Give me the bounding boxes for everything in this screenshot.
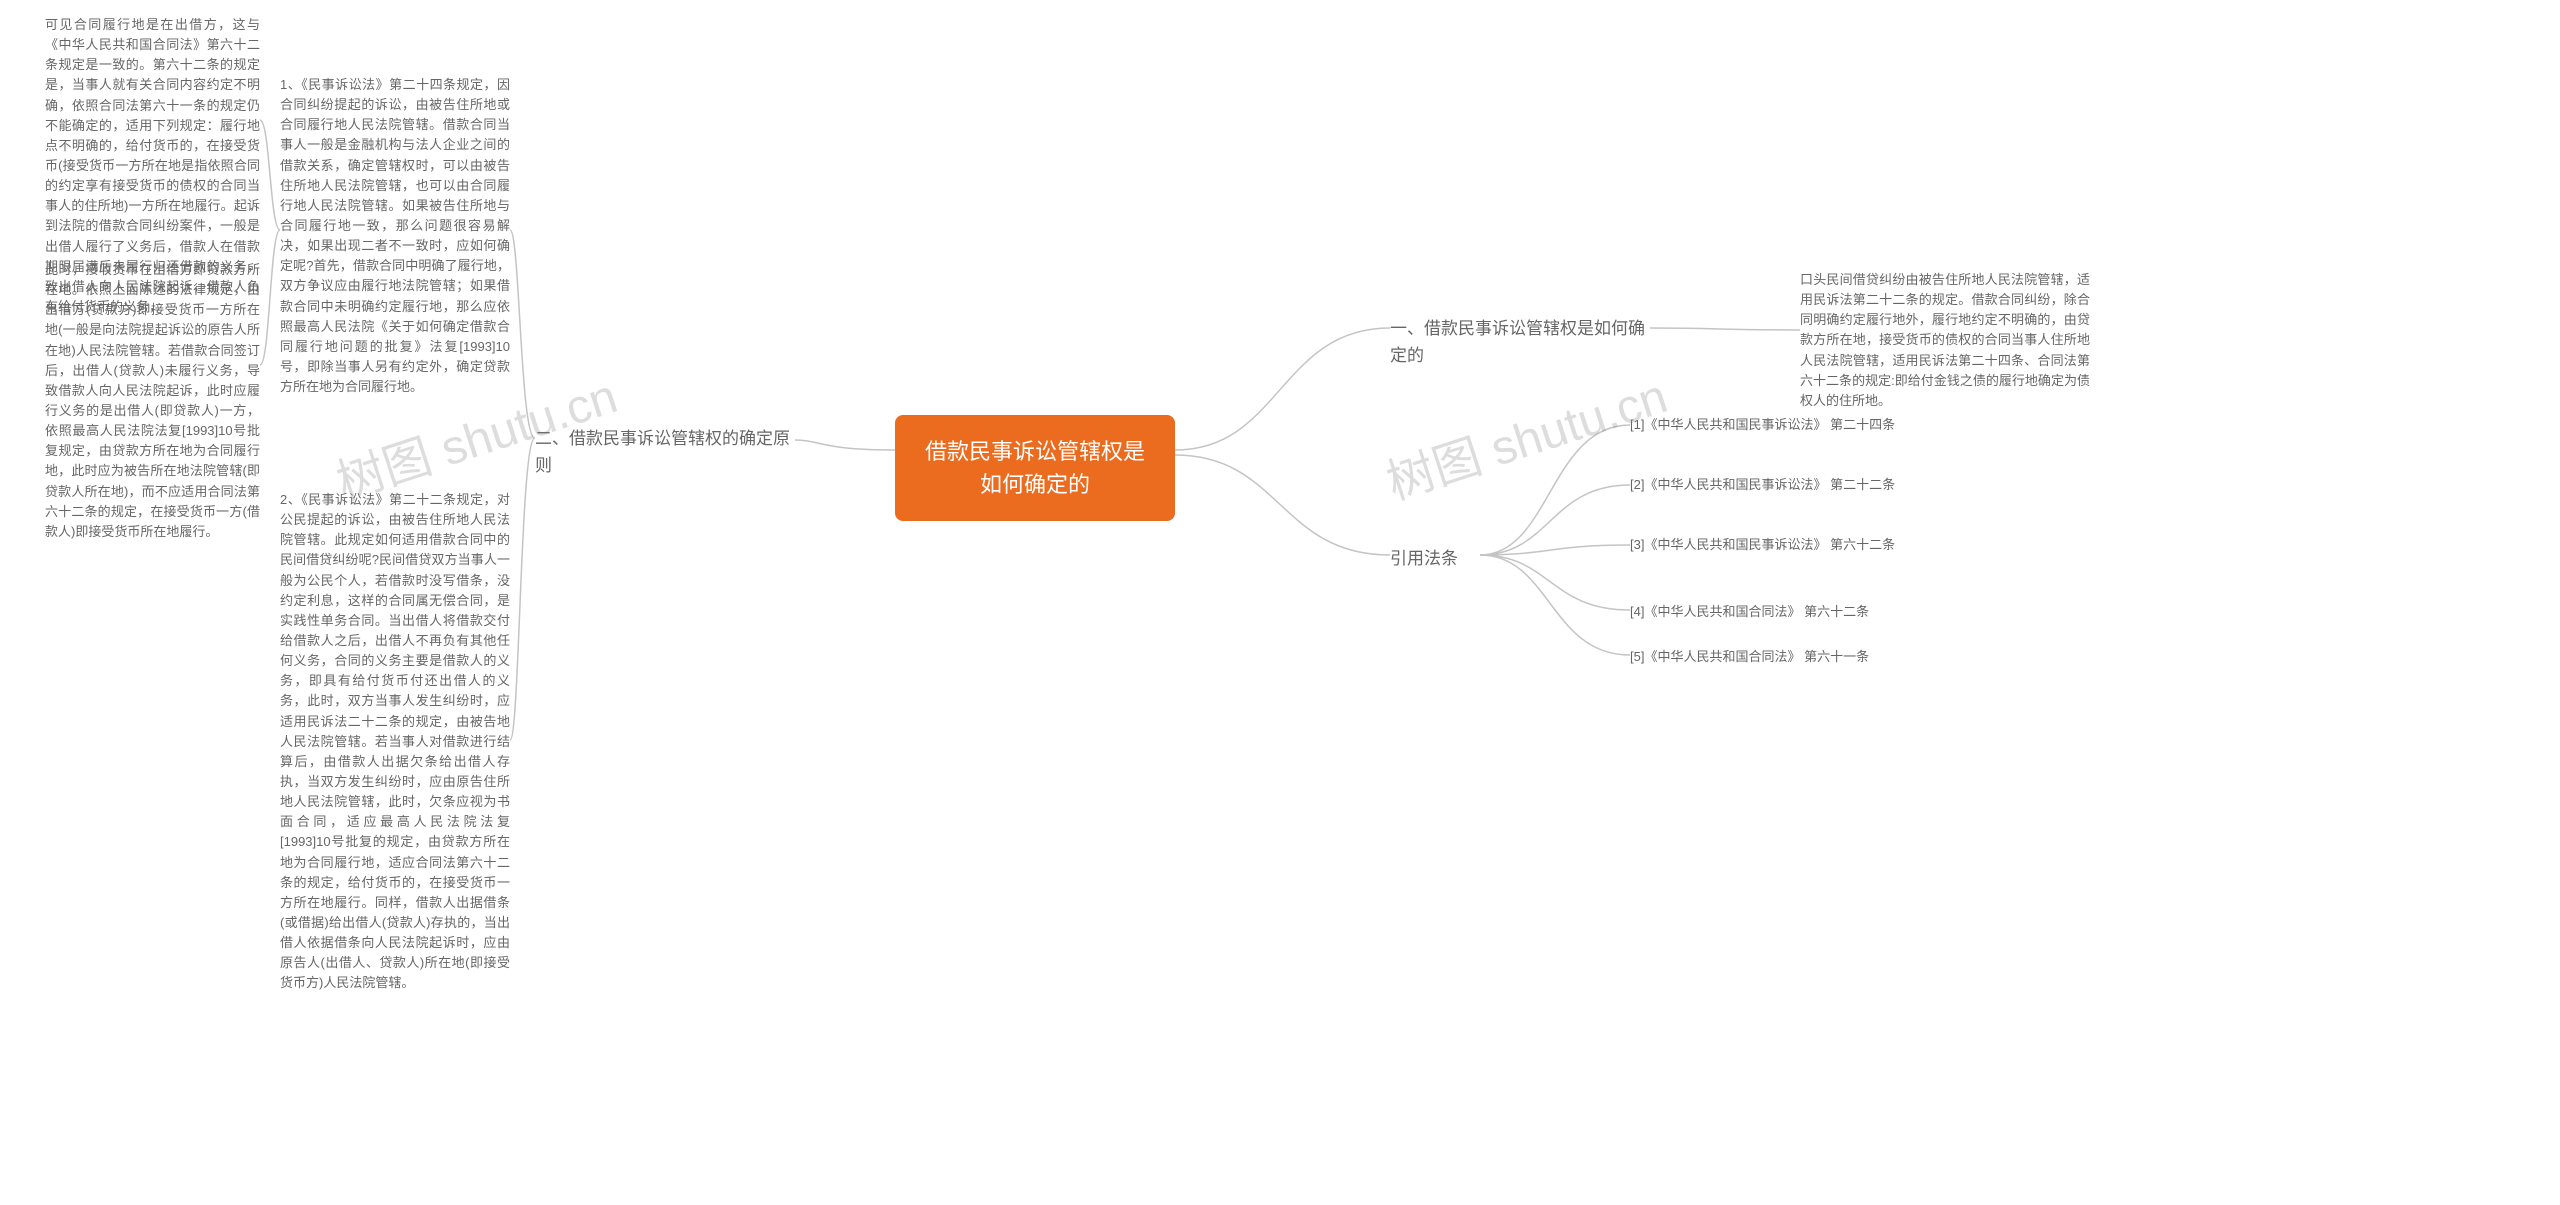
right-branch-2-leaf-5: [5]《中华人民共和国合同法》 第六十一条 bbox=[1630, 647, 1910, 667]
left-child-1-sub-2: 此时，接收货币在出借方即贷款方所在地。依照上面陈述的法律规定，由出借方(贷款方)… bbox=[45, 260, 260, 542]
right-branch-2-leaf-4: [4]《中华人民共和国合同法》 第六十二条 bbox=[1630, 602, 1910, 622]
left-branch-1-label: 二、借款民事诉讼管辖权的确定原则 bbox=[535, 425, 795, 479]
right-branch-1-label: 一、借款民事诉讼管辖权是如何确定的 bbox=[1390, 315, 1650, 369]
right-branch-2-leaf-2: [2]《中华人民共和国民事诉讼法》 第二十二条 bbox=[1630, 475, 1910, 495]
central-node: 借款民事诉讼管辖权是如何确定的 bbox=[895, 415, 1175, 521]
right-branch-1-leaf-1: 口头民间借贷纠纷由被告住所地人民法院管辖，适用民诉法第二十二条的规定。借款合同纠… bbox=[1800, 270, 2090, 411]
left-child-1: 1、《民事诉讼法》第二十四条规定，因合同纠纷提起的诉讼，由被告住所地或合同履行地… bbox=[280, 75, 510, 397]
right-branch-2-label: 引用法条 bbox=[1390, 545, 1480, 572]
left-child-2: 2、《民事诉讼法》第二十二条规定，对公民提起的诉讼，由被告住所地人民法院管辖。此… bbox=[280, 490, 510, 994]
right-branch-2-leaf-1: [1]《中华人民共和国民事诉讼法》 第二十四条 bbox=[1630, 415, 1910, 435]
right-branch-2-leaf-3: [3]《中华人民共和国民事诉讼法》 第六十二条 bbox=[1630, 535, 1910, 555]
